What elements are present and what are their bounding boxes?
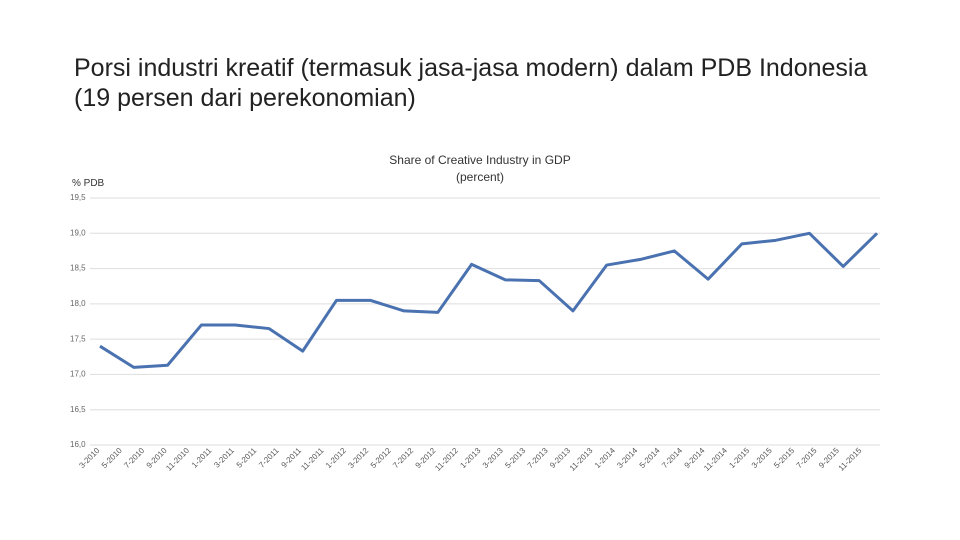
x-tick-label: 3-2015 bbox=[750, 446, 774, 470]
x-tick-label: 7-2014 bbox=[660, 446, 684, 470]
x-tick-label: 11-2015 bbox=[837, 446, 864, 473]
y-tick-label: 19,5 bbox=[70, 193, 86, 202]
x-tick-label: 7-2015 bbox=[795, 446, 819, 470]
x-tick-label: 5-2011 bbox=[235, 446, 259, 470]
x-tick-label: 3-2011 bbox=[212, 446, 236, 470]
chart-title: Share of Creative Industry in GDP bbox=[389, 153, 570, 167]
y-tick-label: 19,0 bbox=[70, 228, 86, 237]
x-tick-label: 3-2012 bbox=[346, 446, 370, 470]
x-tick-label: 11-2013 bbox=[568, 446, 595, 473]
x-tick-label: 1-2011 bbox=[190, 446, 214, 470]
y-tick-label: 17,0 bbox=[70, 370, 86, 379]
chart-title: (percent) bbox=[456, 170, 504, 184]
y-tick-label: 18,5 bbox=[70, 264, 86, 273]
y-axis-label: % PDB bbox=[72, 178, 105, 189]
x-tick-label: 5-2010 bbox=[100, 446, 124, 470]
x-tick-label: 11-2011 bbox=[299, 446, 326, 473]
slide-title: Porsi industri kreatif (termasuk jasa-ja… bbox=[74, 54, 867, 82]
x-tick-label: 5-2015 bbox=[772, 446, 796, 470]
x-tick-label: 1-2015 bbox=[727, 446, 751, 470]
x-tick-label: 11-2012 bbox=[433, 446, 460, 473]
y-tick-label: 16,5 bbox=[70, 405, 86, 414]
y-tick-label: 18,0 bbox=[70, 299, 86, 308]
y-tick-label: 16,0 bbox=[70, 440, 86, 449]
x-tick-label: 5-2014 bbox=[638, 446, 662, 470]
slide-title: (19 persen dari perekonomian) bbox=[74, 84, 416, 112]
x-tick-label: 3-2010 bbox=[77, 446, 101, 470]
x-tick-label: 7-2010 bbox=[122, 446, 146, 470]
x-tick-label: 1-2014 bbox=[593, 446, 617, 470]
x-tick-label: 1-2013 bbox=[458, 446, 482, 470]
x-tick-label: 3-2014 bbox=[615, 446, 639, 470]
x-tick-label: 11-2014 bbox=[702, 446, 729, 473]
x-tick-label: 11-2010 bbox=[164, 446, 191, 473]
data-line bbox=[99, 231, 879, 369]
x-tick-label: 1-2012 bbox=[324, 446, 348, 470]
x-tick-label: 5-2012 bbox=[369, 446, 393, 470]
x-tick-label: 7-2013 bbox=[526, 446, 550, 470]
x-tick-label: 5-2013 bbox=[503, 446, 527, 470]
y-tick-label: 17,5 bbox=[70, 334, 86, 343]
x-tick-label: 7-2011 bbox=[257, 446, 281, 470]
x-tick-label: 3-2013 bbox=[481, 446, 505, 470]
x-tick-label: 7-2012 bbox=[391, 446, 415, 470]
